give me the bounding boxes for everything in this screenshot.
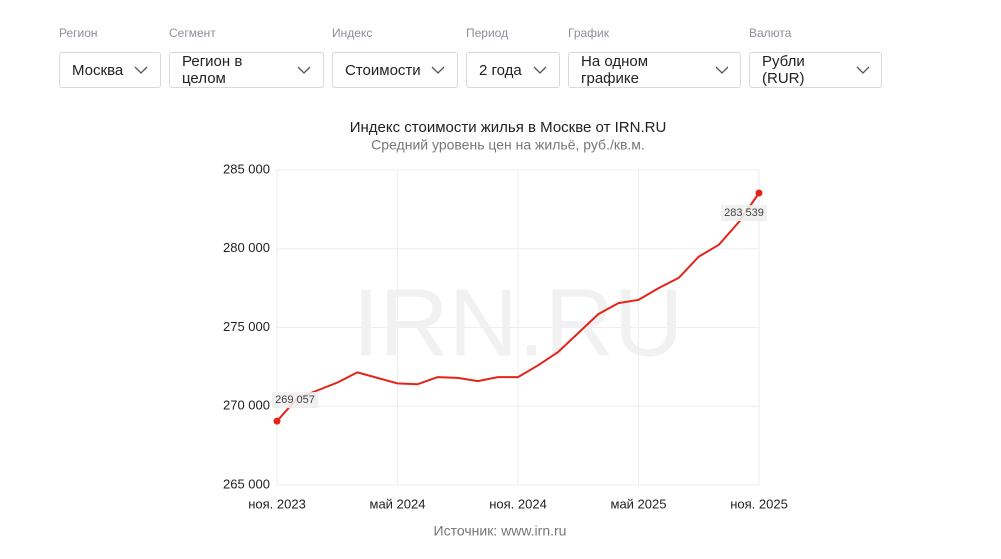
dropdown[interactable]: На одном графике [568, 52, 741, 88]
data-label: 269 057 [275, 394, 315, 406]
label-bg [721, 205, 767, 222]
y-tick-label: 270 000 [223, 398, 270, 413]
filter-label: Валюта [749, 26, 792, 40]
chart-subtitle: Средний уровень цен на жильё, руб./кв.м. [371, 137, 645, 153]
dropdown-value: Стоимости [345, 61, 421, 79]
dropdown[interactable]: Москва [59, 52, 161, 88]
dropdown[interactable]: Стоимости [332, 52, 458, 88]
chevron-icon [431, 66, 445, 74]
chart-title: Индекс стоимости жилья в Москве от IRN.R… [350, 119, 667, 136]
filter: Регион Москва [59, 26, 161, 88]
chevron-icon [715, 66, 728, 74]
point [755, 189, 763, 197]
filter: График На одном графике [568, 26, 741, 88]
y-tick-label: 275 000 [223, 319, 270, 334]
filter: Период 2 года [466, 26, 560, 88]
chevron-icon [297, 66, 311, 74]
chevron-icon [134, 66, 148, 74]
watermark: IRN.RU [353, 269, 684, 376]
filter-label: Индекс [332, 26, 373, 40]
chevron-icon [856, 66, 869, 74]
dropdown[interactable]: 2 года [466, 52, 560, 88]
y-tick-label: 280 000 [223, 240, 270, 255]
filter-label: Период [466, 26, 509, 40]
filter-label: Сегмент [169, 26, 216, 40]
point [273, 417, 281, 425]
dropdown-value: На одном графике [581, 53, 649, 87]
x-tick-label: ноя. 2024 [489, 496, 547, 511]
filter: Сегмент Регион в целом [169, 26, 324, 88]
chevron-icon [533, 66, 547, 74]
dropdown-value: Регион в целом [182, 53, 243, 87]
filter-label: Регион [59, 26, 98, 40]
y-tick-label: 265 000 [223, 476, 270, 491]
dropdown[interactable]: Рубли (RUR) [749, 52, 882, 88]
dropdown-value: 2 года [479, 61, 522, 79]
filter-label: График [568, 26, 609, 40]
dropdown-value: Рубли (RUR) [762, 53, 805, 87]
line [276, 192, 760, 422]
data-label: 283 539 [724, 207, 764, 219]
dropdown[interactable]: Регион в целом [169, 52, 324, 88]
dropdown-value: Москва [72, 61, 124, 79]
y-tick-label: 285 000 [223, 161, 270, 176]
x-tick-label: май 2024 [370, 496, 426, 511]
x-tick-label: май 2025 [611, 496, 667, 511]
source: Источник: www.irn.ru [434, 523, 567, 539]
filter: Индекс Стоимости [332, 26, 458, 88]
filter: Валюта Рубли (RUR) [749, 26, 882, 88]
label-bg [272, 392, 318, 409]
x-tick-label: ноя. 2023 [248, 496, 306, 511]
x-tick-label: ноя. 2025 [730, 496, 788, 511]
